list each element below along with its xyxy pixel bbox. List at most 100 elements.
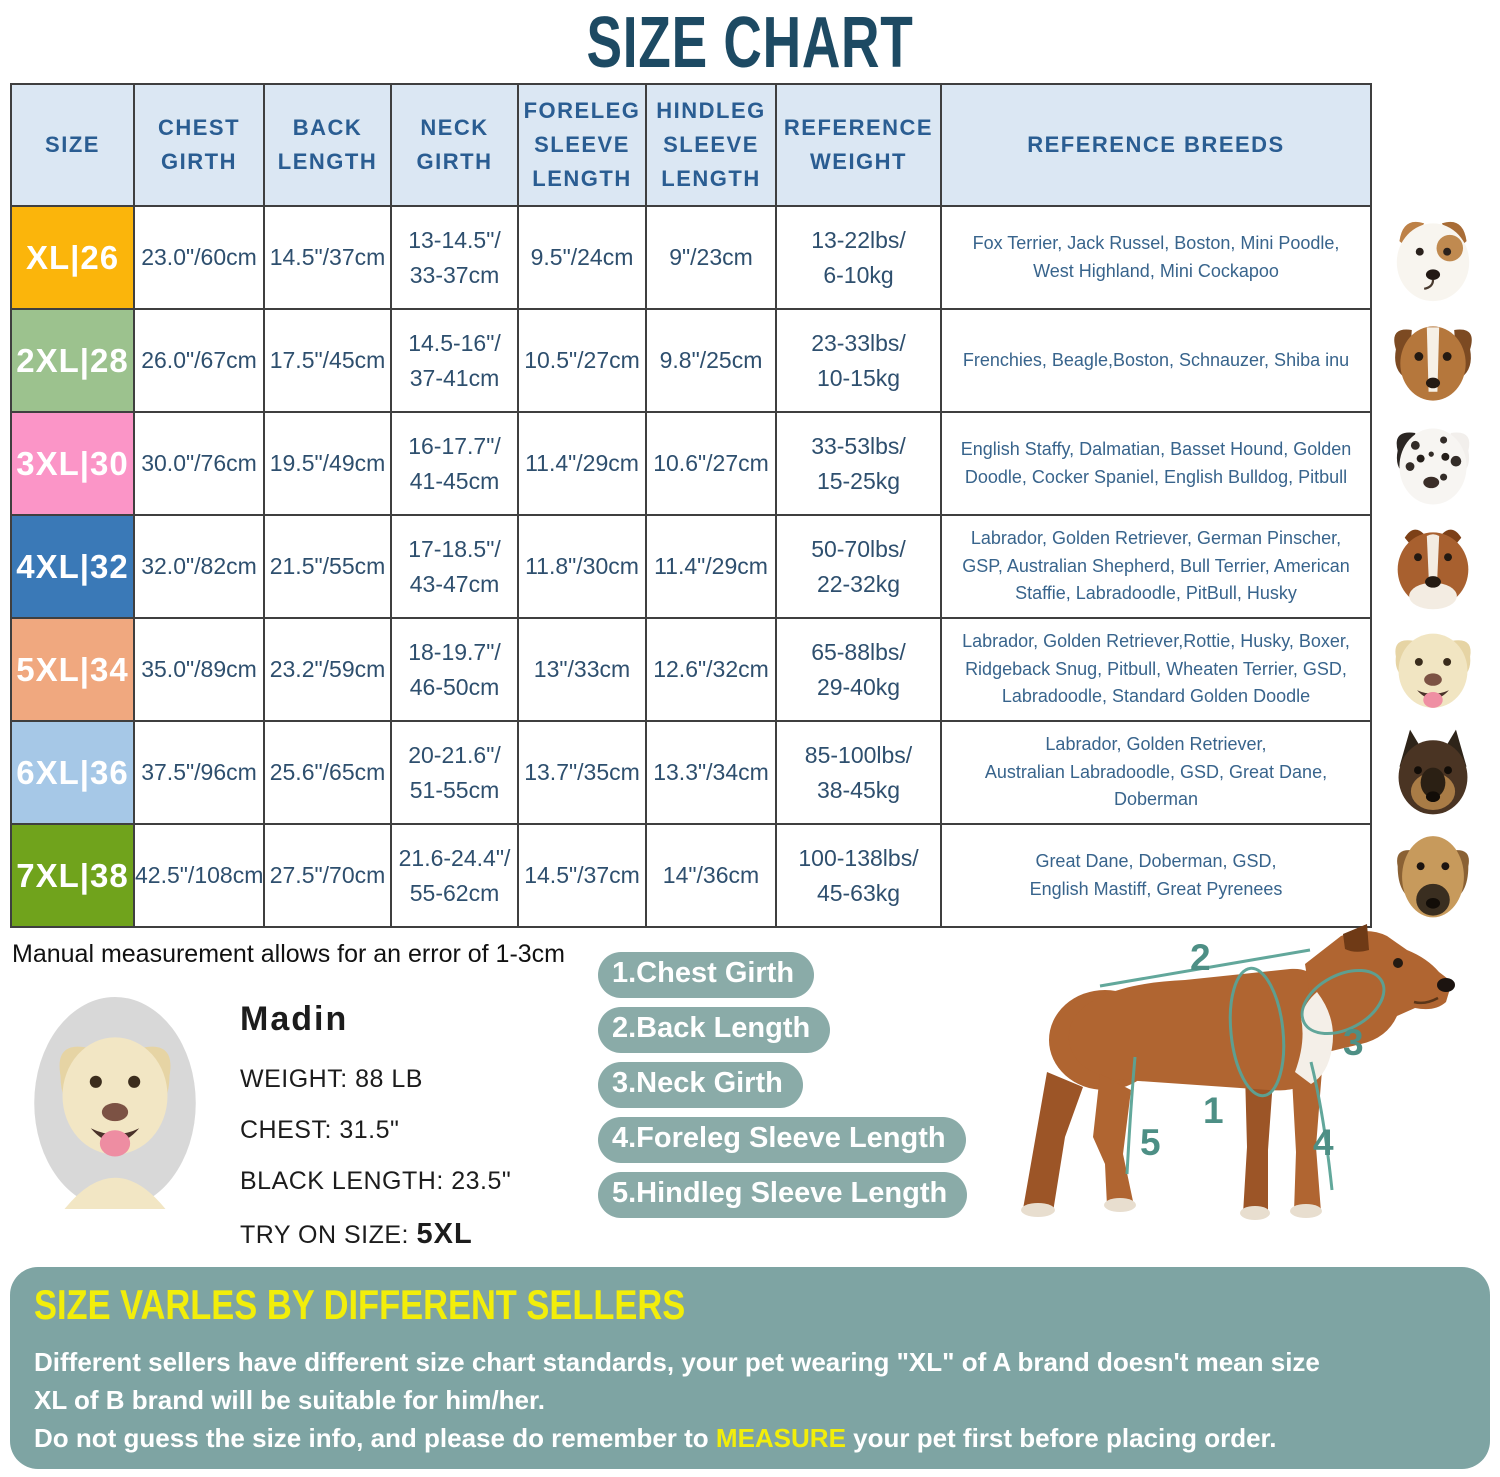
labrador-dog-icon	[1395, 633, 1471, 708]
neck-girth-loop	[1300, 968, 1386, 1036]
hindleg-sleeve-cell: 10.6"/27cm	[645, 411, 777, 516]
chest-girth-cell: 30.0"/76cm	[133, 411, 265, 516]
table-header-row: SIZE CHEST GIRTH BACK LENGTH NECK GIRTH FORE…	[10, 83, 1372, 207]
chest-girth-loop	[1228, 966, 1286, 1098]
dalmatian-dog-icon	[1396, 428, 1470, 505]
jack-russell-photo	[1374, 205, 1492, 308]
size-cell: XL|26	[10, 205, 135, 310]
column-header: REFERENCE WEIGHT	[775, 83, 942, 207]
column-header: FORELEG SLEEVE LENGTH	[517, 83, 647, 207]
foreleg-sleeve-cell: 9.5"/24cm	[517, 205, 647, 310]
measurement-label-pill: 3.Neck Girth	[598, 1062, 803, 1108]
beagle-photo	[1374, 308, 1492, 411]
reference-breeds-cell: English Staffy, Dalmatian, Basset Hound,…	[940, 411, 1372, 516]
measurement-label-pill: 2.Back Length	[598, 1007, 831, 1053]
page-title: SIZE CHART	[586, 3, 914, 83]
back-length-cell: 19.5"/49cm	[263, 411, 392, 516]
german-shepherd-dog-icon	[1398, 729, 1468, 814]
diagram-marker-4: 4	[1313, 1122, 1334, 1163]
column-header: REFERENCE BREEDS	[940, 83, 1372, 207]
model-try-on-size: TRY ON SIZE: 5XL	[240, 1218, 600, 1251]
try-on-size-value: 5XL	[416, 1218, 473, 1250]
hindleg-sleeve-cell: 14"/36cm	[645, 823, 777, 928]
measured-dog-icon	[1021, 924, 1455, 1220]
hindleg-sleeve-cell: 9.8"/25cm	[645, 308, 777, 413]
foreleg-sleeve-cell: 13"/33cm	[517, 617, 647, 722]
foreleg-sleeve-cell: 13.7"/35cm	[517, 720, 647, 825]
reference-breeds-cell: Frenchies, Beagle,Boston, Schnauzer, Shi…	[940, 308, 1372, 413]
table-row: 2XL|28 26.0"/67cm 17.5"/45cm 14.5-16"/ 37-4…	[10, 308, 1372, 413]
banner-line-2: XL of B brand will be suitable for him/h…	[34, 1385, 545, 1415]
hindleg-sleeve-cell: 11.4"/29cm	[645, 514, 777, 619]
chest-girth-cell: 26.0"/67cm	[133, 308, 265, 413]
chest-girth-cell: 35.0"/89cm	[133, 617, 265, 722]
size-cell: 3XL|30	[10, 411, 135, 516]
reference-weight-cell: 65-88lbs/ 29-40kg	[775, 617, 942, 722]
banner-paragraph: Different sellers have different size ch…	[34, 1343, 1474, 1457]
measurement-labels: 1.Chest Girth 2.Back Length 3.Neck Girth 4.…	[598, 952, 968, 1218]
chest-girth-cell: 32.0"/82cm	[133, 514, 265, 619]
chest-girth-cell: 37.5"/96cm	[133, 720, 265, 825]
column-header: HINDLEG SLEEVE LENGTH	[645, 83, 777, 207]
reference-weight-cell: 85-100lbs/ 38-45kg	[775, 720, 942, 825]
back-length-line	[1099, 948, 1311, 988]
hindleg-sleeve-cell: 12.6"/32cm	[645, 617, 777, 722]
reference-weight-cell: 100-138lbs/ 45-63kg	[775, 823, 942, 928]
reference-weight-cell: 50-70lbs/ 22-32kg	[775, 514, 942, 619]
reference-weight-cell: 23-33lbs/ 10-15kg	[775, 308, 942, 413]
reference-breeds-cell: Fox Terrier, Jack Russel, Boston, Mini P…	[940, 205, 1372, 310]
neck-girth-cell: 16-17.7"/ 41-45cm	[390, 411, 519, 516]
reference-breeds-cell: Labrador, Golden Retriever,Rottie, Husky…	[940, 617, 1372, 722]
reference-breeds-cell: Labrador, Golden Retriever, Australian L…	[940, 720, 1372, 825]
diagram-marker-1: 1	[1203, 1090, 1224, 1131]
table-body: XL|26 23.0"/60cm 14.5"/37cm 13-14.5"/ 33-37…	[10, 205, 1372, 928]
chest-girth-cell: 42.5"/108cm	[133, 823, 265, 928]
hindleg-line	[1125, 1056, 1137, 1175]
reference-weight-cell: 33-53lbs/ 15-25kg	[775, 411, 942, 516]
back-length-cell: 14.5"/37cm	[263, 205, 392, 310]
banner-line-3-text: Do not guess the size info, and please d…	[34, 1423, 716, 1453]
back-length-cell: 17.5"/45cm	[263, 308, 392, 413]
column-header: BACK LENGTH	[263, 83, 392, 207]
measurement-error-note: Manual measurement allows for an error o…	[12, 940, 566, 968]
amstaff-dog-icon	[1397, 529, 1469, 609]
reference-breeds-cell: Labrador, Golden Retriever, German Pinsc…	[940, 514, 1372, 619]
hindleg-sleeve-cell: 9"/23cm	[645, 205, 777, 310]
jack-russell-dog-icon	[1396, 221, 1470, 301]
foreleg-sleeve-cell: 11.4"/29cm	[517, 411, 647, 516]
model-chest: CHEST: 31.5"	[240, 1116, 400, 1144]
measured-dog-illustration: 1 2 3 4 5	[1005, 922, 1460, 1257]
neck-girth-cell: 20-21.6"/ 51-55cm	[390, 720, 519, 825]
banner-line-3-tail: your pet first before placing order.	[845, 1423, 1277, 1453]
try-on-label: TRY ON SIZE:	[240, 1221, 410, 1249]
diagram-marker-3: 3	[1343, 1022, 1364, 1063]
neck-girth-cell: 18-19.7"/ 46-50cm	[390, 617, 519, 722]
size-varies-banner: SIZE VARLES BY DIFFERENT SELLERS Differe…	[10, 1267, 1490, 1469]
table-row: 4XL|32 32.0"/82cm 21.5"/55cm 17-18.5"/ 43-4…	[10, 514, 1372, 619]
german-shepherd-photo	[1374, 720, 1492, 823]
size-cell: 2XL|28	[10, 308, 135, 413]
neck-girth-cell: 21.6-24.4"/ 55-62cm	[390, 823, 519, 928]
neck-girth-cell: 17-18.5"/ 43-47cm	[390, 514, 519, 619]
banner-line-1: Different sellers have different size ch…	[34, 1347, 1320, 1377]
neck-girth-cell: 14.5-16"/ 37-41cm	[390, 308, 519, 413]
measurement-label-pill: 1.Chest Girth	[598, 952, 815, 998]
column-header: SIZE	[10, 83, 135, 207]
chest-girth-cell: 23.0"/60cm	[133, 205, 265, 310]
size-table: SIZE CHEST GIRTH BACK LENGTH NECK GIRTH FORE…	[10, 83, 1372, 928]
back-length-cell: 25.6"/65cm	[263, 720, 392, 825]
table-row: XL|26 23.0"/60cm 14.5"/37cm 13-14.5"/ 33-37…	[10, 205, 1372, 310]
dalmatian-photo	[1374, 411, 1492, 514]
breed-photo-column	[1374, 205, 1492, 926]
foreleg-sleeve-cell: 14.5"/37cm	[517, 823, 647, 928]
measure-keyword: MEASURE	[715, 1423, 846, 1453]
amstaff-photo	[1374, 514, 1492, 617]
table-row: 6XL|36 37.5"/96cm 25.6"/65cm 20-21.6"/ 51-5…	[10, 720, 1372, 825]
reference-breeds-cell: Great Dane, Doberman, GSD, English Masti…	[940, 823, 1372, 928]
table-row: 7XL|38 42.5"/108cm 27.5"/70cm 21.6-24.4"/ 5…	[10, 823, 1372, 928]
madin-dog-icon	[34, 997, 196, 1209]
column-header: NECK GIRTH	[390, 83, 519, 207]
size-cell: 5XL|34	[10, 617, 135, 722]
foreleg-sleeve-cell: 10.5"/27cm	[517, 308, 647, 413]
